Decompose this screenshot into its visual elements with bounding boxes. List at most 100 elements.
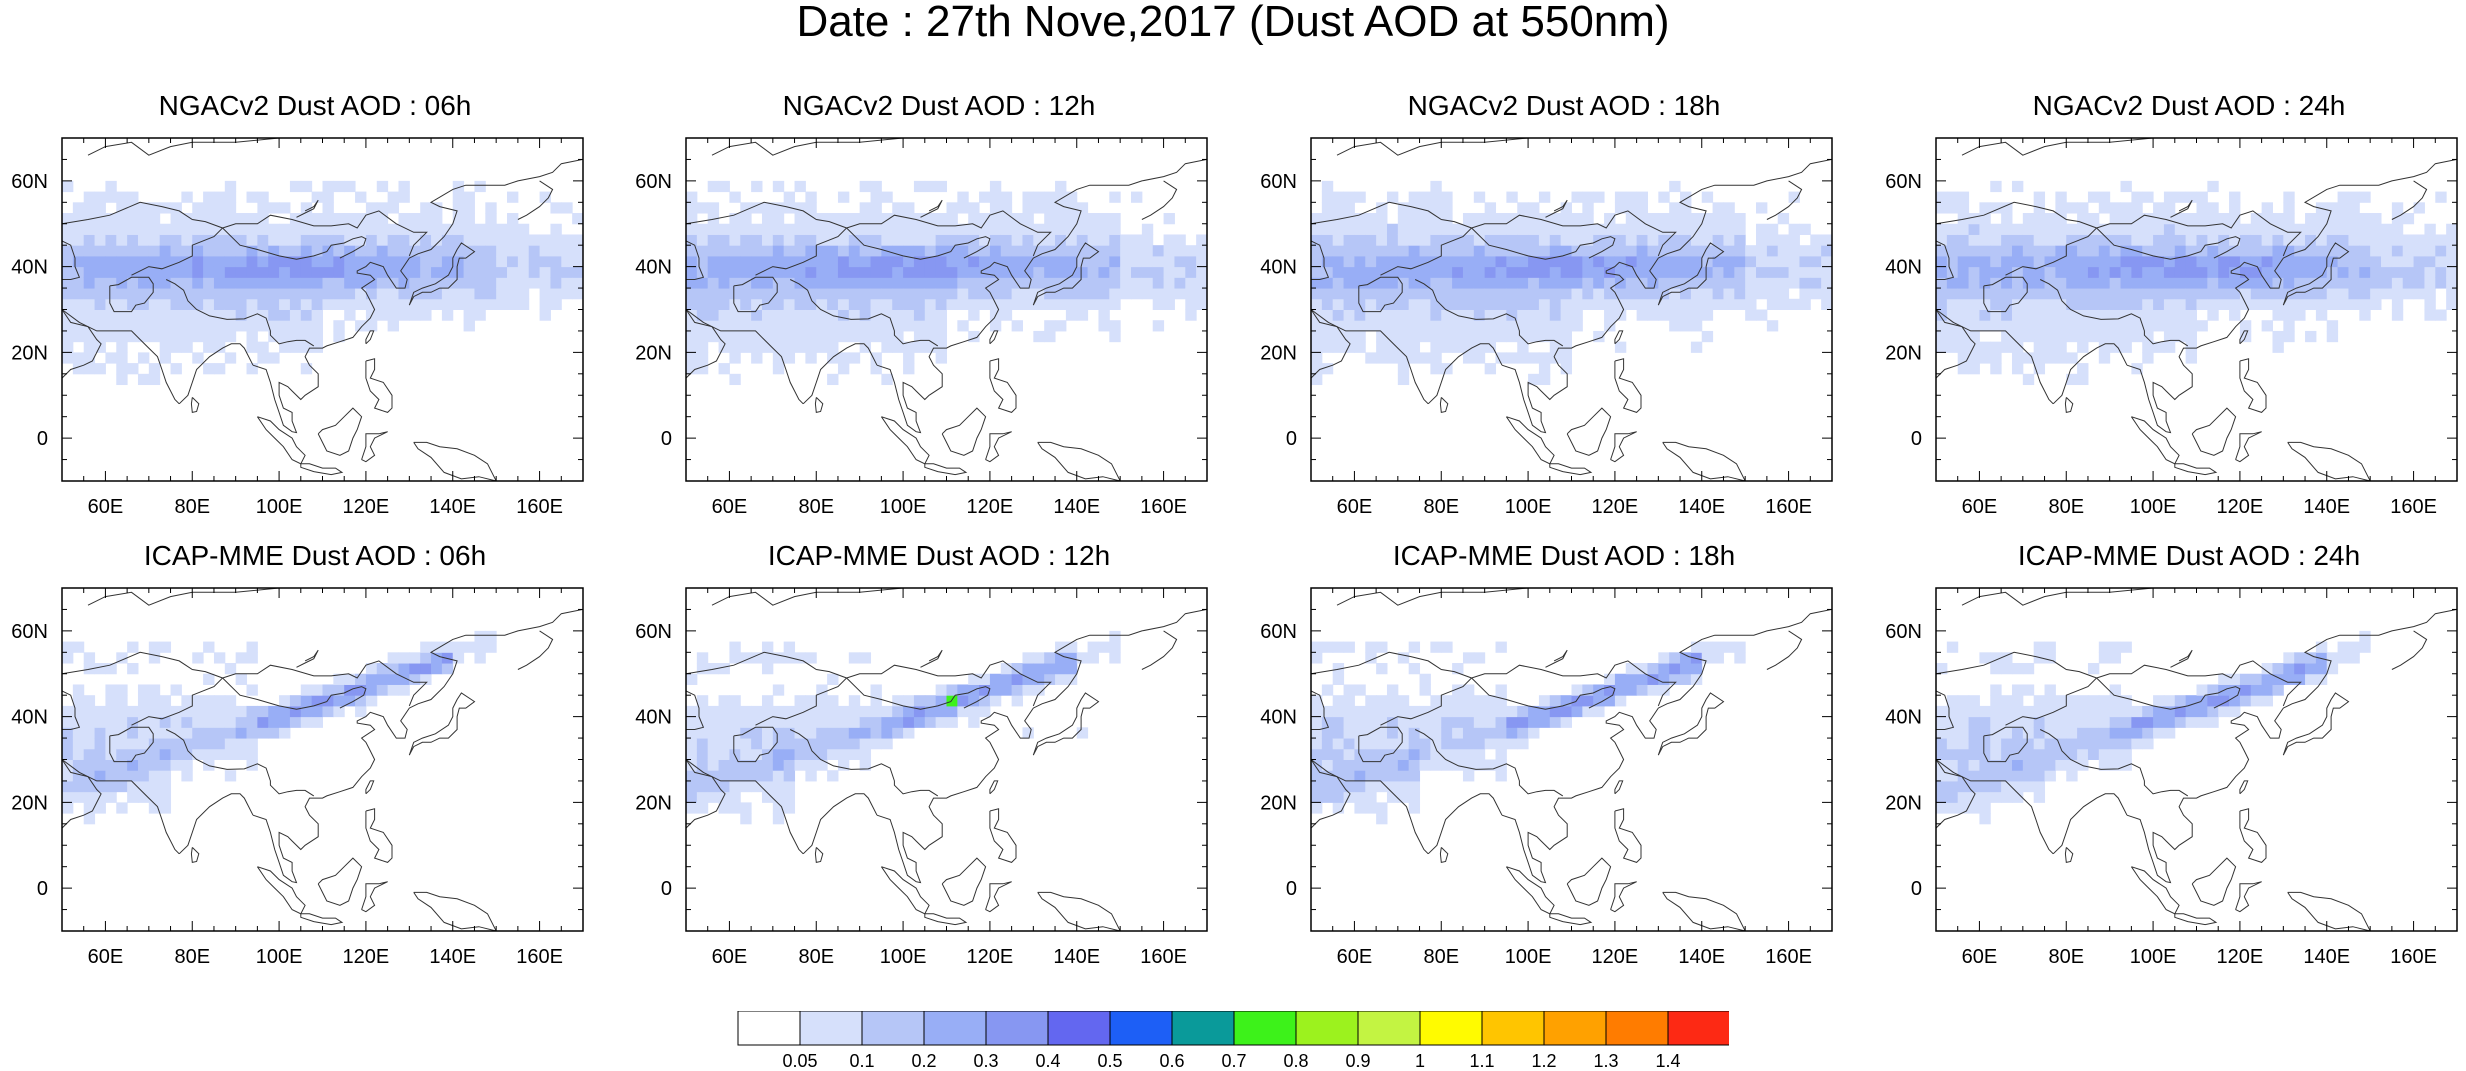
dust-cell [2283, 255, 2295, 268]
dust-cell [805, 716, 817, 728]
dust-cell [2207, 213, 2219, 225]
dust-cell [203, 191, 215, 203]
colorbar-label: 0.5 [1097, 1051, 1122, 1071]
dust-cell [1777, 234, 1790, 246]
dust-cell [2283, 288, 2295, 300]
dust-cell [772, 652, 785, 664]
dust-cell [1452, 705, 1464, 718]
dust-cell [2229, 191, 2241, 203]
dust-cell [148, 266, 161, 278]
dust-cell [2446, 245, 2457, 257]
dust-cell [1311, 770, 1323, 782]
colorbar-label: 0.6 [1159, 1051, 1184, 1071]
dust-cell [1441, 309, 1453, 321]
lon-tick-label: 120E [343, 946, 390, 968]
dust-cell [1506, 330, 1518, 343]
dust-cell [805, 255, 817, 268]
dust-cell [1076, 223, 1089, 235]
dust-cell [1990, 320, 2002, 332]
dust-cell [2359, 266, 2371, 278]
dust-cell [257, 716, 269, 728]
dust-cell [827, 727, 839, 739]
dust-cell [740, 780, 752, 793]
dust-cell [213, 748, 226, 760]
dust-cell [1332, 245, 1345, 257]
dust-cell [913, 716, 926, 728]
dust-cell [696, 802, 709, 814]
dust-cell [827, 770, 839, 782]
dust-cell [213, 213, 226, 225]
dust-cell [696, 695, 709, 707]
dust-cell [1354, 770, 1366, 782]
dust-cell [2163, 341, 2176, 353]
dust-cell [816, 298, 828, 310]
dust-cell [751, 738, 763, 750]
dust-cell [1957, 320, 1970, 332]
dust-cell [1332, 320, 1345, 332]
dust-cell [1936, 234, 1948, 246]
dust-cell [322, 255, 334, 268]
dust-cell [2044, 266, 2056, 278]
dust-cell [192, 255, 204, 268]
dust-field [1311, 180, 1832, 386]
dust-cell [1397, 255, 1410, 268]
dust-cell [550, 266, 562, 278]
dust-cell [1946, 780, 1959, 793]
dust-cell [2131, 298, 2143, 310]
dust-cell [1538, 191, 1551, 203]
coastline [1936, 759, 2054, 855]
dust-cell [1979, 234, 1991, 246]
dust-cell [2087, 695, 2100, 707]
coastline [1414, 279, 1564, 347]
dust-cell [2131, 705, 2143, 718]
dust-cell [1321, 684, 1334, 696]
dust-cell [2044, 320, 2056, 332]
dust-cell [1452, 738, 1464, 750]
dust-cell [485, 213, 497, 225]
colorbar-label: 1.4 [1655, 1051, 1680, 1071]
dust-cell [2196, 245, 2208, 257]
dust-cell [257, 277, 269, 289]
dust-cell [2077, 373, 2089, 386]
coastline [1311, 309, 1351, 379]
dust-cell [2315, 641, 2328, 653]
dust-cell [1968, 770, 1980, 782]
dust-cell [1321, 330, 1334, 343]
dust-cell [2250, 673, 2263, 685]
dust-cell [127, 770, 139, 782]
dust-cell [246, 716, 258, 728]
dust-cell [1419, 759, 1431, 771]
dust-cell [761, 341, 774, 353]
colorbar-swatch [1109, 1011, 1173, 1046]
dust-cell [1968, 716, 1980, 728]
dust-cell [2033, 705, 2046, 718]
dust-cell [2044, 298, 2056, 310]
lat-tick-label: 20N [1885, 342, 1922, 364]
coastline [1311, 690, 1330, 730]
dust-cell [1968, 352, 1980, 364]
dust-cell [507, 266, 519, 278]
dust-cell [2326, 223, 2339, 235]
dust-cell [355, 234, 367, 246]
dust-cell [1968, 341, 1980, 353]
dust-cell [805, 245, 817, 257]
dust-cell [181, 191, 193, 203]
dust-cell [181, 245, 193, 257]
dust-cell [192, 748, 204, 760]
dust-cell [279, 330, 291, 343]
dust-cell [507, 234, 519, 246]
dust-cell [1311, 288, 1323, 300]
dust-cell [2044, 716, 2056, 728]
coastline [87, 588, 280, 606]
dust-cell [137, 352, 150, 364]
dust-cell [2435, 266, 2447, 278]
coastline [1311, 201, 1473, 276]
dust-cell [924, 255, 937, 268]
dust-cell [2283, 191, 2295, 203]
dust-cell [870, 245, 882, 257]
dust-cell [83, 748, 96, 760]
dust-cell [1441, 277, 1453, 289]
dust-cell [2022, 780, 2035, 793]
dust-cell [105, 223, 117, 235]
dust-cell [946, 716, 958, 728]
